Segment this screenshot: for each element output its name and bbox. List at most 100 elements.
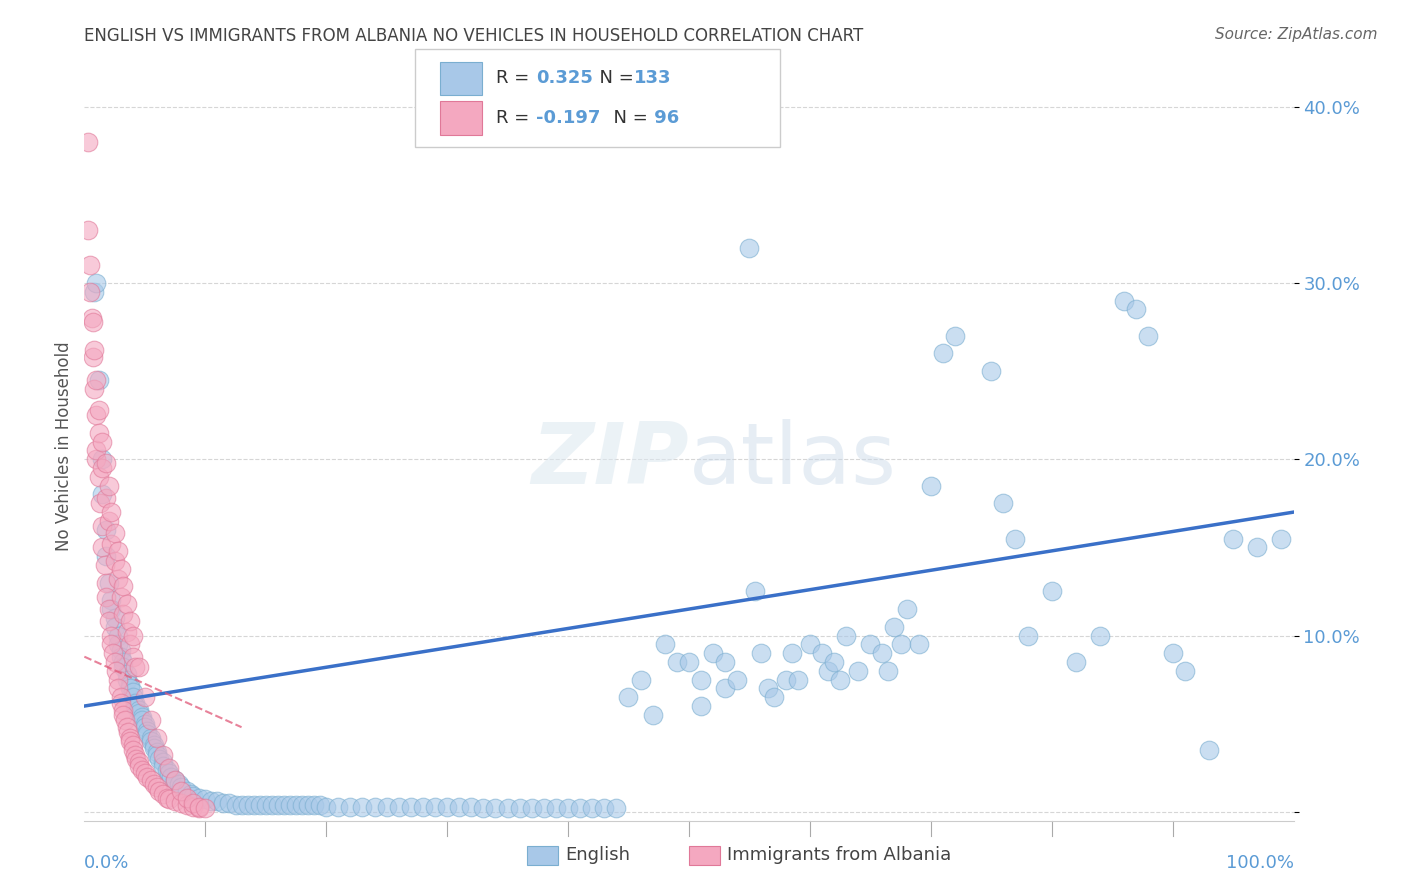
Point [121, 690, 143, 705]
Point [756, 681, 779, 696]
Point [1064, 655, 1087, 669]
Point [152, 759, 174, 773]
Point [423, 799, 446, 814]
Point [605, 801, 627, 815]
Point [121, 743, 143, 757]
Point [100, 505, 122, 519]
Point [231, 797, 253, 812]
Point [449, 799, 471, 814]
Point [1114, 293, 1136, 308]
Point [87, 425, 110, 440]
Point [581, 801, 603, 815]
Point [780, 646, 803, 660]
Point [112, 707, 135, 722]
Point [112, 660, 135, 674]
Point [630, 673, 652, 687]
Point [125, 752, 148, 766]
Point [751, 646, 773, 660]
Point [1270, 532, 1292, 546]
Text: atlas: atlas [689, 419, 897, 502]
Point [823, 655, 845, 669]
Point [181, 789, 204, 803]
Point [846, 664, 869, 678]
Point [160, 770, 183, 784]
Point [94, 558, 117, 572]
Text: English: English [565, 847, 630, 864]
Point [249, 797, 271, 812]
Point [496, 801, 519, 815]
Point [297, 797, 319, 812]
Point [932, 346, 955, 360]
Point [188, 790, 211, 805]
Point [104, 554, 127, 568]
Text: 0.0%: 0.0% [84, 855, 129, 872]
Point [569, 801, 592, 815]
Point [91, 434, 114, 449]
Point [120, 637, 142, 651]
Point [152, 748, 174, 763]
Point [212, 796, 235, 810]
Point [79, 285, 101, 299]
Point [388, 799, 411, 814]
Point [180, 787, 202, 801]
Point [120, 731, 142, 745]
Point [267, 797, 290, 812]
Point [91, 461, 114, 475]
Point [702, 646, 724, 660]
Point [472, 801, 495, 815]
Point [107, 637, 129, 651]
Point [80, 311, 103, 326]
Point [107, 572, 129, 586]
Point [86, 452, 108, 467]
Point [94, 491, 117, 505]
Point [157, 766, 180, 780]
Point [242, 797, 264, 812]
Point [146, 780, 169, 794]
Point [509, 801, 531, 815]
Point [273, 797, 295, 812]
Point [139, 713, 162, 727]
Point [91, 487, 114, 501]
Point [170, 780, 193, 794]
Point [744, 584, 766, 599]
Point [328, 799, 350, 814]
Point [97, 615, 120, 629]
Point [165, 794, 187, 808]
Point [87, 402, 110, 417]
Point [97, 575, 120, 590]
Point [165, 773, 187, 788]
Point [83, 285, 105, 299]
Point [86, 276, 108, 290]
Point [89, 496, 111, 510]
Point [883, 620, 905, 634]
Text: N =: N = [588, 70, 640, 87]
Point [110, 590, 132, 604]
Point [1088, 628, 1111, 642]
Point [1004, 532, 1026, 546]
Point [128, 759, 150, 773]
Point [200, 794, 222, 808]
Point [375, 799, 398, 814]
Point [77, 135, 100, 149]
Point [110, 696, 132, 710]
Point [1161, 646, 1184, 660]
Point [907, 637, 929, 651]
Point [980, 364, 1002, 378]
Point [678, 655, 700, 669]
Point [830, 673, 852, 687]
Point [103, 646, 125, 660]
Point [412, 799, 434, 814]
Point [83, 382, 105, 396]
Point [87, 470, 110, 484]
Point [97, 602, 120, 616]
Point [104, 655, 127, 669]
Point [593, 801, 616, 815]
Point [136, 723, 159, 738]
Point [104, 526, 127, 541]
Point [128, 660, 150, 674]
Point [121, 628, 143, 642]
Point [799, 637, 821, 651]
Y-axis label: No Vehicles in Household: No Vehicles in Household [55, 341, 73, 551]
Point [533, 801, 555, 815]
Point [91, 452, 114, 467]
